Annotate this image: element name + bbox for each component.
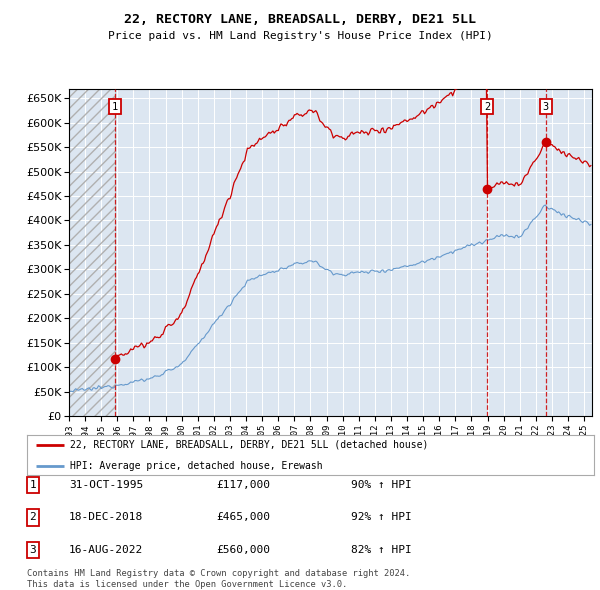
Text: 3: 3 (29, 545, 37, 555)
Text: 90% ↑ HPI: 90% ↑ HPI (351, 480, 412, 490)
Text: Contains HM Land Registry data © Crown copyright and database right 2024.
This d: Contains HM Land Registry data © Crown c… (27, 569, 410, 589)
Text: £465,000: £465,000 (216, 513, 270, 522)
Text: 92% ↑ HPI: 92% ↑ HPI (351, 513, 412, 522)
Text: £560,000: £560,000 (216, 545, 270, 555)
Text: Price paid vs. HM Land Registry's House Price Index (HPI): Price paid vs. HM Land Registry's House … (107, 31, 493, 41)
Text: £117,000: £117,000 (216, 480, 270, 490)
Text: HPI: Average price, detached house, Erewash: HPI: Average price, detached house, Erew… (70, 461, 322, 471)
Text: 22, RECTORY LANE, BREADSALL, DERBY, DE21 5LL: 22, RECTORY LANE, BREADSALL, DERBY, DE21… (124, 13, 476, 26)
Text: 16-AUG-2022: 16-AUG-2022 (69, 545, 143, 555)
Text: 18-DEC-2018: 18-DEC-2018 (69, 513, 143, 522)
Text: 3: 3 (543, 101, 549, 112)
Text: 22, RECTORY LANE, BREADSALL, DERBY, DE21 5LL (detached house): 22, RECTORY LANE, BREADSALL, DERBY, DE21… (70, 440, 428, 450)
Text: 2: 2 (29, 513, 37, 522)
Text: 31-OCT-1995: 31-OCT-1995 (69, 480, 143, 490)
Text: 2: 2 (484, 101, 490, 112)
Text: 1: 1 (112, 101, 118, 112)
Text: 1: 1 (29, 480, 37, 490)
Text: 82% ↑ HPI: 82% ↑ HPI (351, 545, 412, 555)
